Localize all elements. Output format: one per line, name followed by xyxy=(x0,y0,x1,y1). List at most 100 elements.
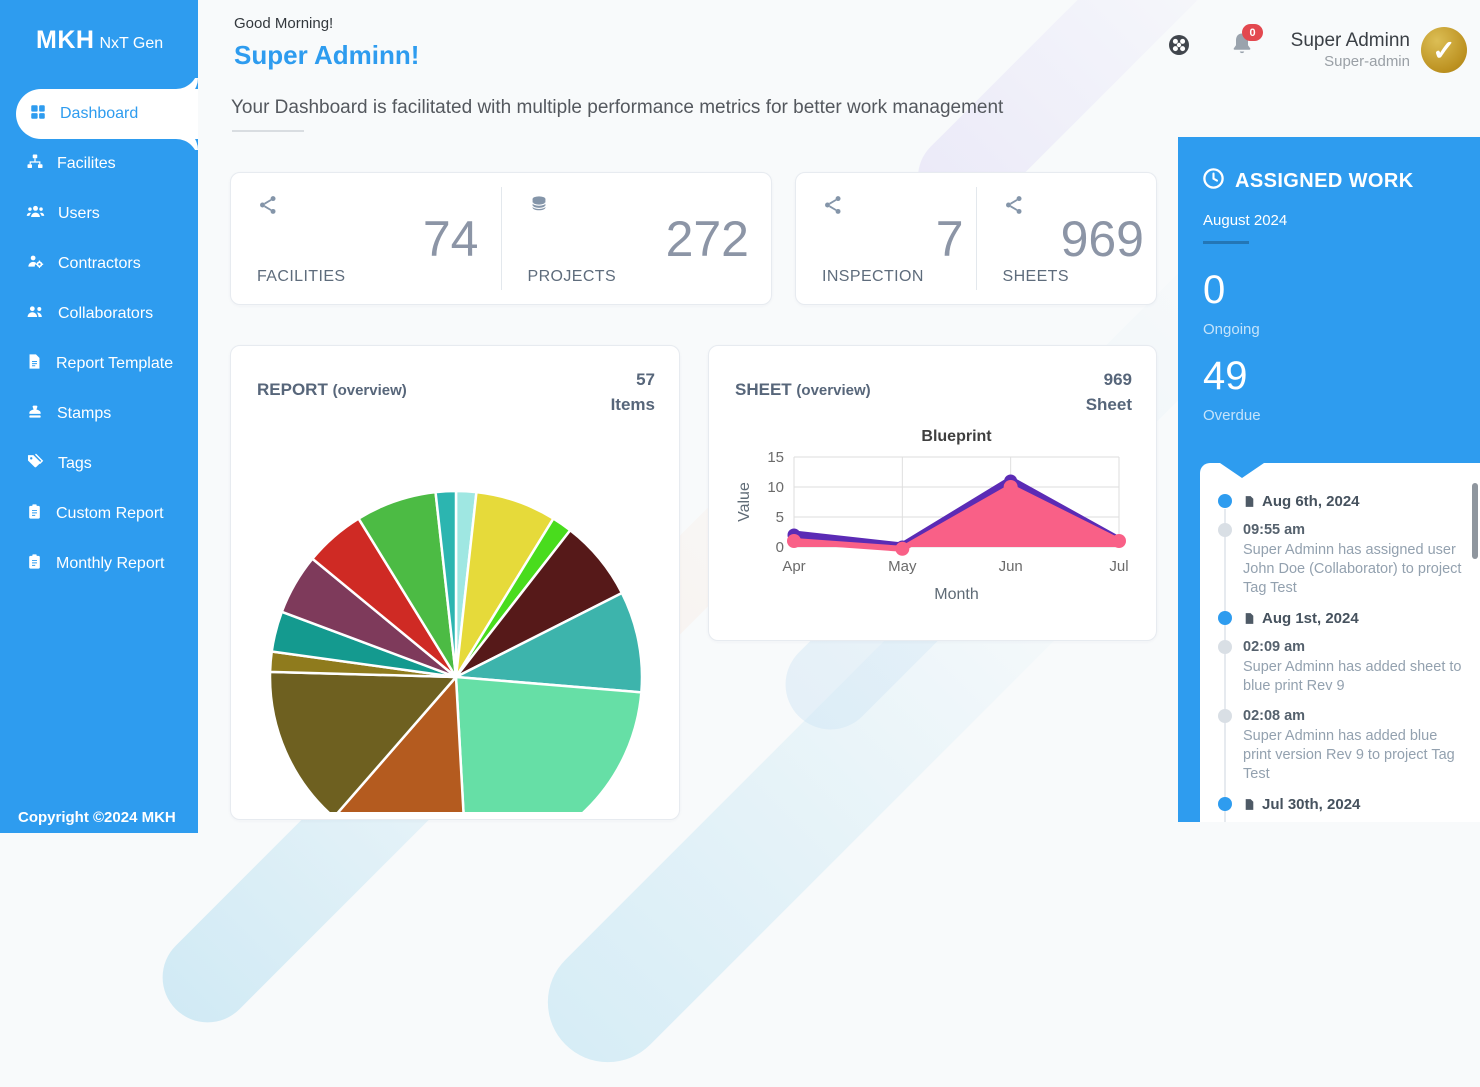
greeting-block: Good Morning! Super Adminn! xyxy=(234,15,419,71)
svg-text:Month: Month xyxy=(934,586,978,603)
sheet-overview-card: SHEET (overview) 969 Sheet 0 5 10 15 Apr May J… xyxy=(708,345,1157,641)
timeline-dot xyxy=(1218,797,1232,811)
stats-card-inspection-sheets: INSPECTION 7 SHEETS 969 xyxy=(795,172,1157,305)
sidebar-item-label: Users xyxy=(58,205,100,222)
event-time: 02:09 am xyxy=(1243,639,1306,655)
stat-label: PROJECTS xyxy=(527,268,617,285)
clipboard-icon xyxy=(26,503,43,525)
copyright-text: Copyright ©2024 MKH xyxy=(18,809,176,826)
report-items-count: 57 Items xyxy=(610,370,655,414)
svg-text:Jul: Jul xyxy=(1109,558,1128,575)
assigned-work-header: ASSIGNED WORK xyxy=(1178,137,1480,196)
sitemap-icon xyxy=(26,153,44,176)
event-time: 02:08 am xyxy=(1243,708,1306,724)
stamp-icon xyxy=(26,403,44,426)
dashboard-subtitle: Your Dashboard is facilitated with multi… xyxy=(231,97,1004,118)
stats-card-facilities-projects: FACILITIES 74 PROJECTS 272 xyxy=(230,172,772,305)
sidebar-item-tags[interactable]: Tags xyxy=(0,439,198,489)
document-icon xyxy=(1245,496,1254,507)
timeline-date-row: Jul 30th, 2024 xyxy=(1218,796,1464,813)
stat-label: INSPECTION xyxy=(822,268,924,285)
sidebar-item-stamps[interactable]: Stamps xyxy=(0,389,198,439)
notifications-button[interactable]: 0 xyxy=(1230,24,1263,62)
sidebar-item-facilites[interactable]: Facilites xyxy=(0,139,198,189)
timeline-connector xyxy=(1224,509,1226,822)
page-title: Super Adminn! xyxy=(234,40,420,70)
stat-value: 7 xyxy=(935,210,964,267)
clock-icon xyxy=(1202,167,1225,196)
stat-label: SHEETS xyxy=(1002,268,1069,285)
stat-value: 74 xyxy=(422,210,479,267)
sidebar-item-label: Stamps xyxy=(57,405,112,422)
notification-badge: 0 xyxy=(1242,24,1263,41)
stat-inspection: INSPECTION 7 xyxy=(796,173,976,304)
logo-rest: NxT Gen xyxy=(99,35,164,52)
greeting-text: Good Morning! xyxy=(234,15,334,32)
sidebar-item-label: Monthly Report xyxy=(56,555,165,572)
share-icon xyxy=(1003,194,1143,221)
overdue-count: 49 xyxy=(1203,354,1248,398)
svg-text:15: 15 xyxy=(767,449,784,466)
timeline-dot xyxy=(1218,709,1232,723)
timeline: Aug 6th, 2024 09:55 am Super Adminn has … xyxy=(1218,493,1464,822)
sidebar-item-label: Report Template xyxy=(56,355,174,372)
avatar[interactable]: ✓ xyxy=(1421,27,1467,73)
dashboard-icon xyxy=(29,103,47,126)
timeline-dot xyxy=(1218,611,1232,625)
event-text: Super Adminn has assigned user John Doe … xyxy=(1243,542,1462,596)
sheet-count: 969 Sheet xyxy=(1085,370,1132,414)
timeline-scrollbar[interactable] xyxy=(1472,483,1478,559)
sidebar-item-label: Custom Report xyxy=(56,505,164,522)
timeline-date-row: Aug 1st, 2024 xyxy=(1218,610,1464,627)
profile-role: Super-admin xyxy=(1324,53,1410,70)
sidebar-item-label: Dashboard xyxy=(60,105,139,122)
svg-text:5: 5 xyxy=(776,509,784,526)
sidebar-item-contractors[interactable]: Contractors xyxy=(0,239,198,289)
event-text: Super Adminn has added blue print versio… xyxy=(1243,728,1455,782)
assigned-work-panel: ASSIGNED WORK August 2024 0 Ongoing 49 O… xyxy=(1178,137,1480,822)
timeline-event-row: 09:55 am Super Adminn has assigned user … xyxy=(1218,522,1464,598)
report-card-title: REPORT (overview) xyxy=(257,380,407,399)
svg-text:Value: Value xyxy=(736,482,753,522)
document-icon xyxy=(1245,799,1254,810)
profile-name: Super Adminn xyxy=(1290,30,1410,51)
sidebar-item-report-template[interactable]: Report Template xyxy=(0,339,198,389)
svg-text:Apr: Apr xyxy=(782,558,805,575)
sidebar-item-collaborators[interactable]: Collaborators xyxy=(0,289,198,339)
divider xyxy=(500,187,502,290)
timeline-event-row: 02:09 am Super Adminn has added sheet to… xyxy=(1218,639,1464,696)
clipboard-icon xyxy=(26,553,43,575)
sidebar-item-label: Contractors xyxy=(58,255,141,272)
tag-icon xyxy=(26,452,45,476)
sheet-line-chart[interactable]: 0 5 10 15 Apr May Jun Jul Blueprint Month Value xyxy=(709,417,1156,637)
sidebar-item-label: Facilites xyxy=(57,155,116,172)
stat-value: 272 xyxy=(665,210,749,267)
timeline-date-row: Aug 6th, 2024 xyxy=(1218,493,1464,510)
sidebar-item-dashboard[interactable]: Dashboard xyxy=(16,89,198,139)
ongoing-label: Ongoing xyxy=(1203,321,1260,338)
svg-text:Blueprint: Blueprint xyxy=(921,428,992,445)
stat-projects: PROJECTS 272 xyxy=(502,173,772,304)
svg-text:Jun: Jun xyxy=(999,558,1023,575)
profile-menu[interactable]: Super Adminn Super-admin ✓ xyxy=(1285,27,1467,73)
help-lifebuoy-icon[interactable] xyxy=(1167,33,1191,62)
month-underline xyxy=(1203,241,1249,244)
sidebar-item-users[interactable]: Users xyxy=(0,189,198,239)
timeline-dot xyxy=(1218,494,1232,508)
overdue-label: Overdue xyxy=(1203,407,1261,424)
svg-text:10: 10 xyxy=(767,479,784,496)
timeline-dot xyxy=(1218,523,1232,537)
report-pie-chart[interactable] xyxy=(231,407,679,813)
stat-label: FACILITIES xyxy=(257,268,346,285)
stat-facilities: FACILITIES 74 xyxy=(231,173,501,304)
ongoing-count: 0 xyxy=(1203,268,1226,312)
timeline-event-row: 02:08 am Super Adminn has added blue pri… xyxy=(1218,708,1464,784)
event-text: Super Adminn has added sheet to blue pri… xyxy=(1243,659,1462,694)
document-icon xyxy=(1245,613,1254,624)
sidebar-item-monthly-report[interactable]: Monthly Report xyxy=(0,539,198,589)
file-icon xyxy=(26,353,43,375)
sidebar-item-custom-report[interactable]: Custom Report xyxy=(0,489,198,539)
stat-sheets: SHEETS 969 xyxy=(977,173,1157,304)
sidebar-item-label: Collaborators xyxy=(58,305,154,322)
collaborators-icon xyxy=(26,302,45,326)
